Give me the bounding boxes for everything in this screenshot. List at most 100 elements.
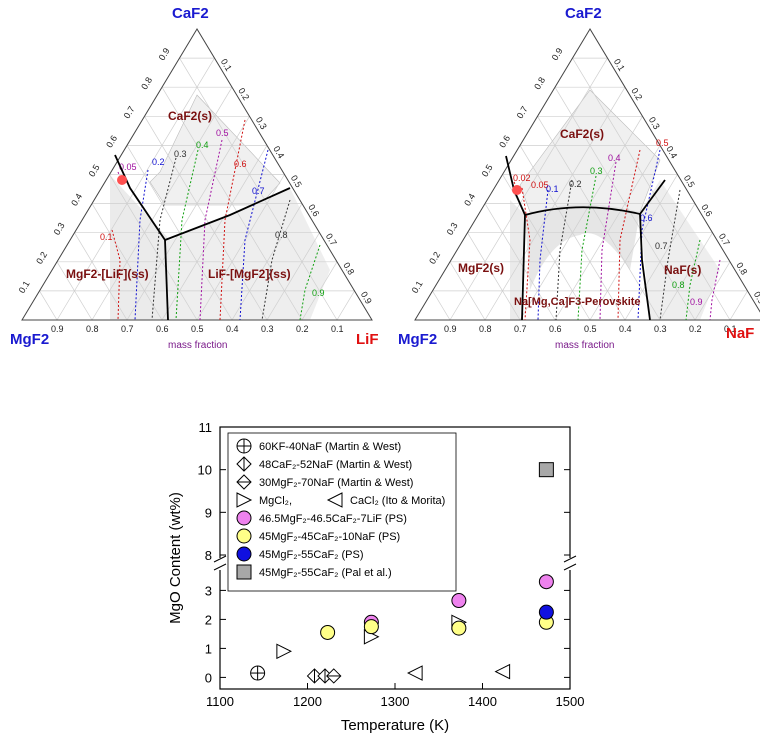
- tri1-tick-right: 0.5: [289, 173, 304, 189]
- y-tick-label: 11: [199, 420, 213, 435]
- tri2-tick-right: 0.9: [752, 290, 760, 306]
- tri2-tick-left: 0.3: [445, 221, 460, 237]
- tri1-tick-right: 0.6: [306, 202, 321, 218]
- tri1-grid-line: [196, 174, 285, 321]
- tri2-isotherm-label: 0.3: [590, 166, 603, 176]
- axis-break-mark: [563, 555, 577, 563]
- x-tick-label: 1200: [293, 694, 322, 709]
- tri1-tick-left: 0.7: [122, 104, 137, 120]
- tri2-tick-left: 0.8: [532, 75, 547, 91]
- tri1-grid-line: [91, 203, 163, 321]
- tri1-tick-right: 0.8: [341, 261, 356, 277]
- y-tick-label: 9: [205, 505, 212, 520]
- data-point-7: [538, 604, 554, 620]
- phase-label-lif-left: LiF-[MgF2](ss): [208, 267, 291, 281]
- corner-label-top-right: CaF2: [565, 5, 602, 22]
- tri1-grid-line: [56, 261, 93, 321]
- tri1-isotherm-label: 0.1: [100, 232, 113, 242]
- tri1-isotherm-label: 0.9: [312, 288, 325, 298]
- legend-marker: [236, 528, 252, 544]
- tri2-tick-bottom: 0.1: [724, 324, 737, 334]
- tri2-tick-bottom: 0.4: [619, 324, 632, 334]
- data-point-4: [407, 665, 423, 681]
- tri1-tick-bottom: 0.3: [261, 324, 274, 334]
- tri1-tick-bottom: 0.1: [331, 324, 344, 334]
- corner-label-right-right: NaF: [726, 325, 754, 342]
- tri2-tick-left: 0.6: [497, 134, 512, 150]
- tri1-tick-right: 0.7: [324, 232, 339, 248]
- legend-label: MgCl₂,: [259, 495, 292, 507]
- phase-label-perovskite-right: Na[Mg,Ca]F3-Perovskite: [514, 296, 641, 308]
- tri1-isotherm-label: 0.2: [152, 157, 165, 167]
- tri2-tick-bottom: 0.8: [479, 324, 492, 334]
- y-tick-label: 1: [205, 641, 212, 656]
- tri2-tick-bottom: 0.5: [584, 324, 597, 334]
- tri2-isotherm: [555, 179, 573, 321]
- legend-marker: [236, 492, 253, 508]
- tri1-grid-line: [126, 145, 233, 321]
- phase-label-caf2-left: CaF2(s): [168, 109, 212, 123]
- tri1-isotherm: [151, 157, 177, 321]
- tri1-grid-line: [266, 232, 320, 321]
- x-tick-label: 1400: [468, 694, 497, 709]
- legend-box: [227, 432, 457, 592]
- tri1-isotherm: [199, 139, 223, 321]
- tri2-tick-right: 0.3: [647, 115, 662, 131]
- y-tick-label: 2: [205, 612, 212, 627]
- tri2-grid-line: [467, 232, 521, 321]
- tri2-tick-left: 0.5: [480, 163, 495, 179]
- tri2-isotherm: [685, 239, 701, 321]
- tri1-tick-bottom: 0.8: [86, 324, 99, 334]
- data-point-4: [494, 663, 511, 680]
- corner-label-top-left: CaF2: [172, 5, 209, 22]
- tri2-isotherm: [577, 175, 597, 321]
- y-axis-title: MgO Content (wt%): [167, 492, 184, 624]
- legend-marker: [236, 564, 252, 580]
- tri1-grid-line: [336, 290, 355, 321]
- tri1-isotherm-label: 0.3: [174, 149, 187, 159]
- tri1-isotherm: [134, 169, 149, 321]
- data-point-5: [538, 574, 554, 590]
- tri2-tick-right: 0.2: [629, 86, 644, 102]
- tri2-isotherm-label: 0.1: [546, 184, 559, 194]
- tri1-isotherm: [239, 149, 269, 321]
- tri1-isotherm-label: 0.8: [275, 230, 288, 240]
- mgo-content-chart: 1100 1200 1300 1400 1500 0 1 2 3 8 9 10 11 60KF-40Na…: [167, 420, 584, 734]
- tri2-isotherm: [617, 149, 641, 321]
- axis-break-gap: [565, 558, 575, 570]
- tri2-isotherm: [637, 149, 661, 321]
- tri2-isotherm-label: 0.4: [608, 153, 621, 163]
- tri2-isotherm-label: 0.9: [690, 297, 703, 307]
- tri1-grid-line: [56, 57, 215, 321]
- mass-fraction-label-left: mass fraction: [168, 340, 227, 351]
- tri1-tick-bottom: 0.7: [121, 324, 134, 334]
- x-tick-label: 1100: [206, 694, 234, 709]
- tri1-grid-line: [144, 116, 268, 321]
- tri2-tick-right: 0.5: [682, 173, 697, 189]
- tri1-tick-left: 0.2: [34, 250, 49, 266]
- tri2-tick-right: 0.6: [699, 202, 714, 218]
- data-point-3: [276, 643, 292, 660]
- tri2-grid-line: [659, 232, 713, 321]
- tri1-tick-right: 0.9: [359, 290, 374, 306]
- ternary-diagram-right: 0.050.1 0.20.30.40.50.60.70.80.90.02 0.90…: [398, 5, 760, 351]
- tri1-grid-line: [126, 116, 250, 321]
- tri2-tick-left: 0.7: [515, 104, 530, 120]
- tri1-tick-left: 0.9: [157, 46, 172, 62]
- data-point-5: [451, 593, 467, 609]
- legend-label: 60KF-40NaF (Martin & West): [259, 441, 401, 453]
- tri2-grid-line: [449, 261, 486, 321]
- tri1-tick-bottom: 0.2: [296, 324, 309, 334]
- tri1-tick-bottom: 0.5: [191, 324, 204, 334]
- legend-marker: [236, 510, 252, 526]
- x-axis-title: Temperature (K): [341, 717, 449, 734]
- tri1-grid-line: [39, 290, 58, 321]
- phase-label-mgf2-right: MgF2(s): [458, 261, 504, 275]
- corner-label-left-left: MgF2: [10, 331, 49, 348]
- y-tick-label: 3: [205, 583, 212, 598]
- axis-break-mark: [213, 555, 227, 563]
- tri2-grid-line: [537, 116, 661, 321]
- tri1-tick-bottom: 0.4: [226, 324, 239, 334]
- tri2-isotherm-label: 0.2: [569, 179, 582, 189]
